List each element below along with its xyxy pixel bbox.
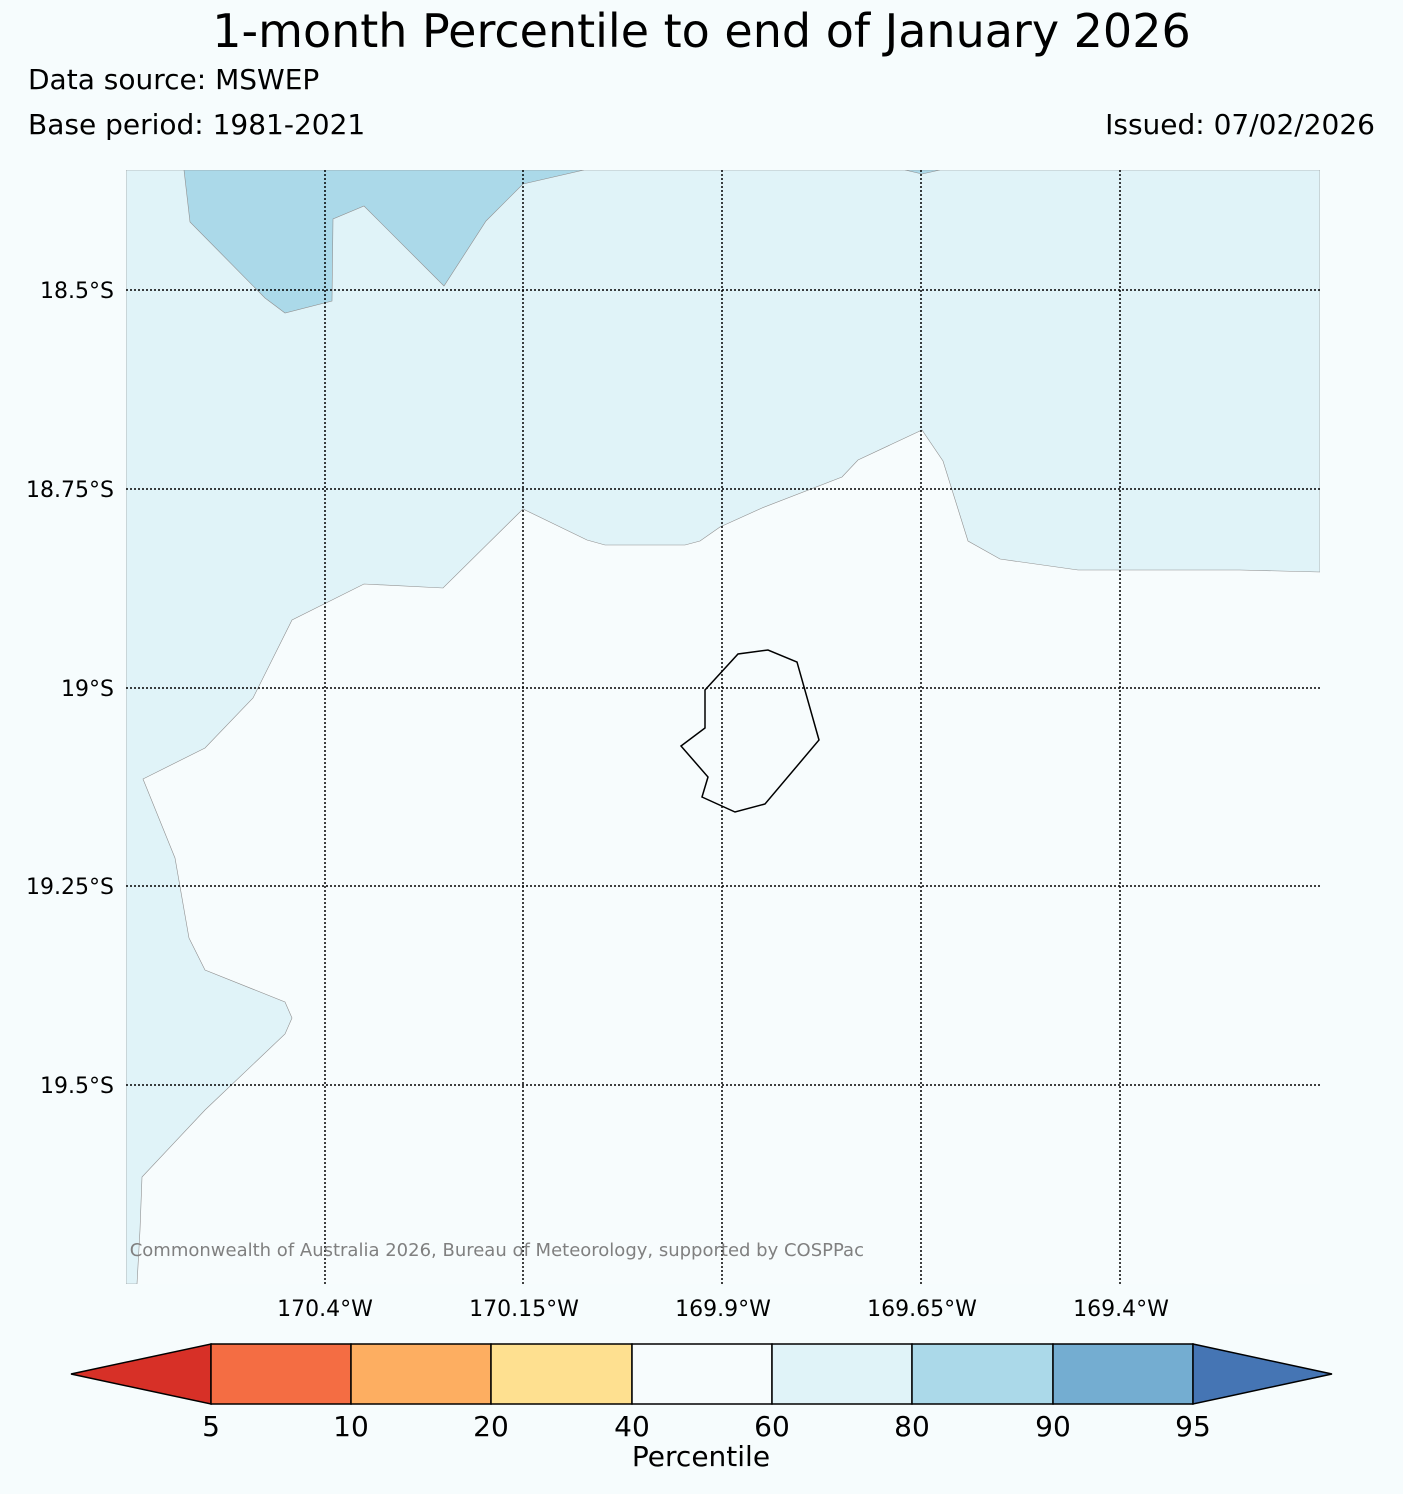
colorbar-segment [70,1343,212,1405]
island-coastline [679,649,820,813]
colorbar-tick-label: 80 [894,1410,930,1443]
region-60-80 [126,170,1320,1284]
lon-label: 170.4°W [277,1297,373,1322]
colorbar-tick-label: 5 [202,1410,220,1443]
issued-date-label: Issued: 07/02/2026 [1105,108,1375,141]
lat-label: 18.75°S [26,478,114,503]
lon-label: 169.4°W [1073,1297,1169,1322]
colorbar-segment [350,1343,492,1405]
base-period-label: Base period: 1981-2021 [28,108,366,141]
colorbar-segment [911,1343,1054,1405]
colorbar-segment [631,1343,773,1405]
colorbar-tick-label: 20 [473,1410,509,1443]
colorbar-tick-label: 95 [1175,1410,1211,1443]
colorbar-segment [490,1343,633,1405]
latitude-labels: 18.5°S 18.75°S 19°S 19.25°S 19.5°S [26,279,114,1099]
colorbar-tick-label: 10 [333,1410,369,1443]
longitude-labels: 170.4°W 170.15°W 169.9°W 169.65°W 169.4°… [277,1297,1169,1322]
colorbar: 5 10 20 40 60 80 90 95 Percentile [70,1343,1333,1473]
lat-label: 19°S [61,677,114,702]
region-80-90-sliver [904,170,941,175]
colorbar-segment [1192,1343,1333,1405]
lat-label: 19.5°S [40,1074,114,1099]
region-80-90-northwest [183,170,585,314]
copyright-text: © Commonwealth of Australia 2026, Bureau… [106,1240,864,1261]
colorbar-tick-label: 40 [614,1410,650,1443]
data-source-label: Data source: MSWEP [28,63,320,96]
colorbar-title: Percentile [632,1440,770,1473]
lon-label: 170.15°W [469,1297,579,1322]
lon-label: 169.9°W [675,1297,771,1322]
lat-label: 18.5°S [40,279,114,304]
colorbar-segment [771,1343,913,1405]
colorbar-tick-label: 60 [754,1410,790,1443]
colorbar-segment [1052,1343,1194,1405]
lat-label: 19.25°S [26,875,114,900]
gridlines [126,170,1320,1284]
map-area: © Commonwealth of Australia 2026, Bureau… [106,170,1320,1284]
lon-label: 169.65°W [867,1297,977,1322]
colorbar-segment [210,1343,352,1405]
page-title: 1-month Percentile to end of January 202… [212,4,1191,58]
colorbar-tick-label: 90 [1035,1410,1071,1443]
